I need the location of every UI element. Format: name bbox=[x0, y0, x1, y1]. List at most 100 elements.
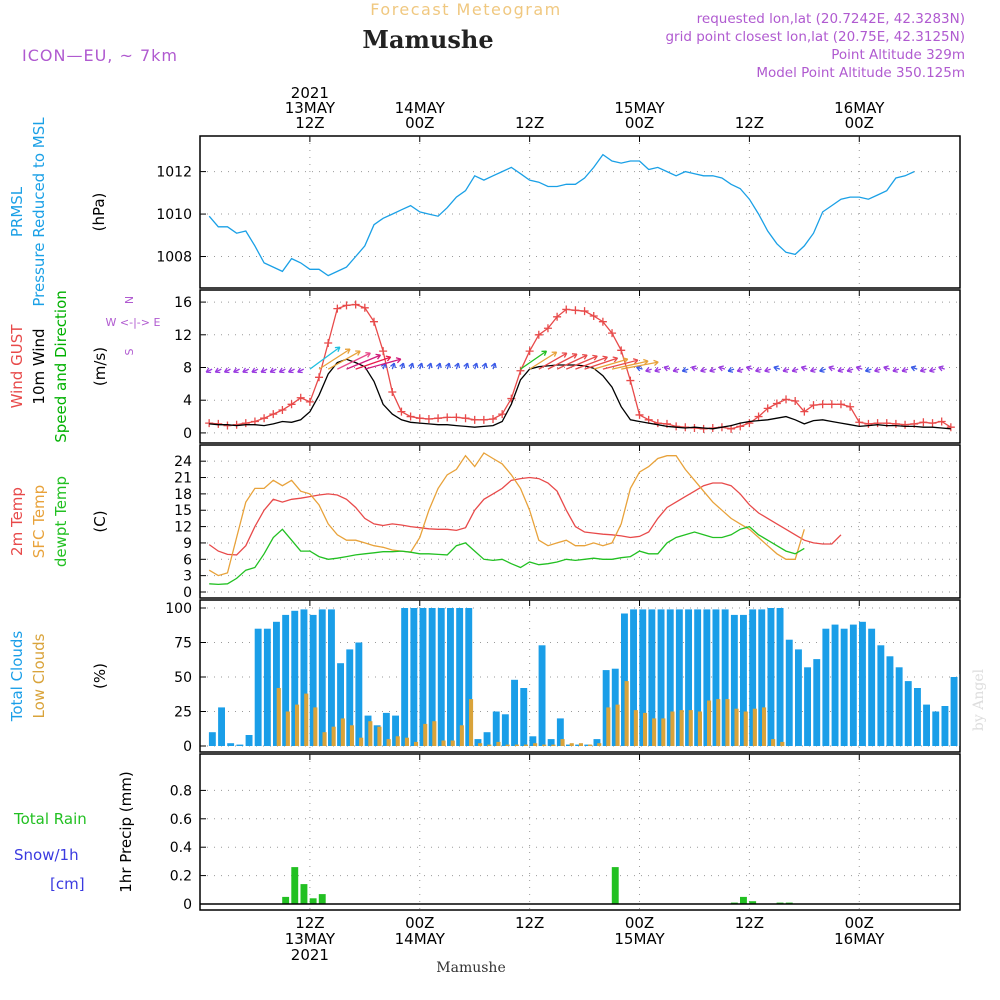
y-tick-label: 25 bbox=[174, 705, 192, 721]
y-tick-label: 100 bbox=[165, 601, 192, 617]
watermark: by Angel bbox=[971, 668, 987, 731]
bar bbox=[437, 608, 445, 746]
info-model-altitude: Model Point Altitude 350.125m bbox=[756, 65, 965, 81]
wind-arrow-head bbox=[681, 366, 688, 373]
panel-frame bbox=[199, 444, 961, 599]
bar bbox=[474, 739, 482, 746]
bar bbox=[877, 645, 885, 746]
gust-marker bbox=[498, 410, 507, 419]
panel-frame bbox=[199, 135, 961, 289]
bar bbox=[831, 624, 839, 746]
wind-arrow-head bbox=[592, 354, 598, 361]
bar bbox=[621, 613, 628, 746]
bar bbox=[661, 718, 666, 746]
bar bbox=[588, 744, 593, 746]
info-altitude: Point Altitude 329m bbox=[831, 47, 965, 63]
bar bbox=[694, 609, 702, 746]
top-time-label: 13MAY bbox=[285, 99, 336, 117]
wind-arrow-head bbox=[846, 366, 853, 373]
bar bbox=[410, 608, 418, 746]
bar bbox=[328, 609, 335, 746]
bar bbox=[914, 688, 921, 746]
bar bbox=[597, 743, 602, 746]
y-tick-label: 9 bbox=[183, 536, 192, 552]
bar bbox=[849, 624, 857, 746]
bar bbox=[923, 704, 930, 746]
wind-arrow-head bbox=[561, 352, 568, 358]
bar bbox=[282, 896, 290, 904]
y-tick-label: 24 bbox=[174, 454, 192, 470]
compass-north: N bbox=[123, 296, 136, 304]
bar bbox=[322, 732, 327, 746]
wind-arrow-head bbox=[355, 350, 361, 356]
wind-arrow bbox=[602, 359, 639, 370]
gust-marker bbox=[901, 420, 910, 429]
gust-marker bbox=[324, 338, 333, 347]
wind-arrow-head bbox=[408, 362, 415, 369]
bar bbox=[309, 614, 317, 746]
y-axis-unit: (%) bbox=[91, 663, 109, 689]
wind-arrow-head bbox=[395, 357, 402, 364]
bar bbox=[648, 609, 656, 746]
wind-arrow-head bbox=[375, 353, 382, 360]
y-tick-label: 8 bbox=[183, 361, 192, 377]
wind-arrow bbox=[538, 352, 568, 370]
bar bbox=[767, 608, 775, 746]
wind-arrow-head bbox=[700, 366, 706, 373]
bar bbox=[496, 741, 501, 746]
y-tick-label: 1008 bbox=[156, 250, 192, 266]
bar bbox=[670, 711, 675, 746]
wind-arrow bbox=[355, 356, 391, 370]
bar bbox=[254, 628, 262, 746]
gust-marker bbox=[891, 419, 900, 428]
bar bbox=[359, 737, 364, 746]
wind-arrow bbox=[547, 353, 578, 370]
wind-arrow-head bbox=[727, 366, 734, 373]
wind-arrow bbox=[575, 356, 608, 370]
wind-arrow-head bbox=[764, 366, 770, 373]
bottom-time-label: 12Z bbox=[735, 914, 764, 932]
top-time-label: 15MAY bbox=[614, 99, 665, 117]
y-tick-label: 0.4 bbox=[170, 840, 192, 856]
wind-arrow bbox=[593, 358, 628, 370]
panel-pressure: 1008 1010 1012 PRMSL Pressure Reduced to MSL… bbox=[8, 117, 961, 307]
gust-marker bbox=[260, 414, 269, 423]
bar bbox=[318, 894, 326, 904]
bar bbox=[501, 714, 509, 746]
wind-arrow-head bbox=[223, 367, 230, 374]
bar bbox=[404, 737, 409, 746]
bar bbox=[364, 715, 372, 746]
gust-marker bbox=[543, 324, 552, 333]
bar bbox=[276, 688, 281, 746]
bar bbox=[707, 700, 712, 746]
gust-marker bbox=[763, 404, 772, 413]
wind-arrow-head bbox=[938, 365, 944, 372]
gust-marker bbox=[278, 406, 287, 415]
bottom-time-label: 2021 bbox=[291, 946, 329, 964]
top-time-label: 00Z bbox=[625, 114, 654, 132]
wind-arrow-head bbox=[242, 367, 248, 374]
bar bbox=[575, 744, 583, 746]
bar bbox=[630, 609, 637, 746]
bar bbox=[447, 608, 454, 746]
bar bbox=[560, 739, 565, 746]
bottom-time-label: 00Z bbox=[625, 914, 654, 932]
gust-marker bbox=[754, 412, 763, 421]
bar bbox=[318, 609, 326, 746]
gust-marker bbox=[269, 410, 278, 419]
bar bbox=[419, 608, 427, 746]
wind-arrow-head bbox=[417, 362, 424, 369]
wind-arrow-head bbox=[690, 365, 697, 372]
bar bbox=[218, 707, 225, 746]
bottom-time-label: 00Z bbox=[405, 914, 434, 932]
wind-arrow-head bbox=[602, 355, 608, 362]
bar bbox=[349, 725, 354, 746]
bar bbox=[556, 718, 564, 746]
bar bbox=[392, 715, 399, 746]
bar bbox=[752, 708, 757, 746]
bar bbox=[432, 721, 437, 746]
wind-arrow bbox=[584, 357, 618, 370]
wind-arrow bbox=[346, 354, 381, 370]
y-tick-label: 0 bbox=[183, 739, 192, 755]
plot-area bbox=[208, 452, 842, 586]
